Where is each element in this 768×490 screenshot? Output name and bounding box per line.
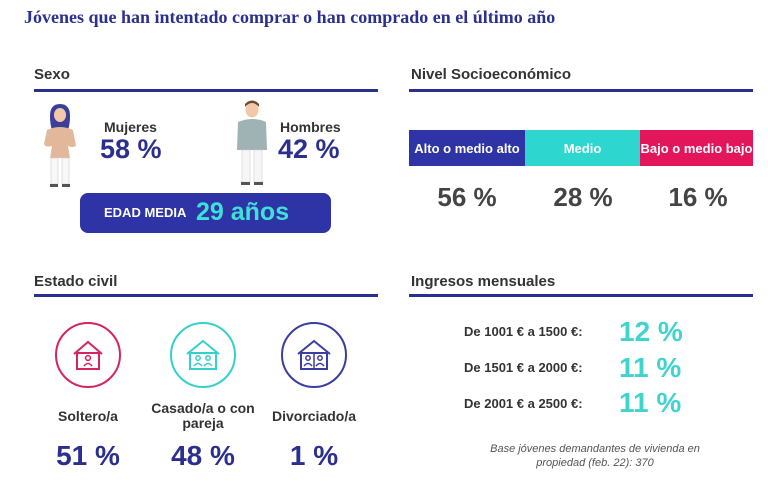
- section-divider: [409, 89, 753, 92]
- ingresos-row-value: 12 %: [619, 316, 683, 347]
- nse-value-bajo: 16 %: [668, 182, 728, 212]
- soltero-circle: [55, 322, 121, 388]
- casado-label: Casado/a o con pareja: [151, 400, 255, 431]
- soltero-value: 51 %: [56, 440, 120, 471]
- nse-segment-alto: Alto o medio alto: [409, 130, 525, 166]
- main-title: Jóvenes que han intentado comprar o han …: [24, 7, 556, 27]
- house-divorced-icon: [297, 339, 331, 370]
- edad-media-label: EDAD MEDIA: [104, 205, 187, 220]
- edad-media-box: [80, 193, 331, 233]
- edad-media-value: 29 años: [196, 198, 290, 226]
- casado-value: 48 %: [171, 440, 235, 471]
- section-title-sexo: Sexo: [34, 66, 70, 83]
- section-title-nivel: Nivel Socioeconómico: [411, 66, 572, 83]
- man-figure-icon: [237, 100, 267, 185]
- section-divider: [34, 89, 378, 92]
- ingresos-row-value: 11 %: [619, 387, 682, 418]
- soltero-label: Soltero/a: [58, 408, 118, 424]
- mujeres-value: 58 %: [100, 134, 162, 164]
- nse-value-medio: 28 %: [553, 182, 613, 212]
- base-note: Base jóvenes demandantes de vivienda en …: [490, 443, 700, 469]
- nse-segment-medio: Medio: [525, 130, 640, 166]
- section-title-ingresos: Ingresos mensuales: [411, 273, 556, 290]
- divorciado-value: 1 %: [289, 440, 339, 471]
- casado-circle: [170, 322, 236, 388]
- divorciado-label: Divorciado/a: [271, 408, 357, 424]
- ingresos-row-label: De 1001 € a 1500 €:: [464, 324, 583, 339]
- hombres-label: Hombres: [280, 119, 341, 135]
- section-divider: [34, 294, 378, 297]
- ingresos-row-value: 11 %: [619, 352, 682, 383]
- nse-segment-bajo: Bajo o medio bajo: [640, 130, 753, 166]
- woman-figure-icon: [44, 104, 76, 187]
- nse-value-alto: 56 %: [437, 182, 497, 212]
- house-single-icon: [73, 340, 103, 370]
- house-couple-icon: [186, 339, 220, 370]
- ingresos-row-label: De 1501 € a 2000 €:: [464, 360, 583, 375]
- divorciado-circle: [281, 322, 347, 388]
- ingresos-row-label: De 2001 € a 2500 €:: [464, 396, 583, 411]
- section-title-estado-civil: Estado civil: [34, 273, 118, 290]
- hombres-value: 42 %: [278, 134, 340, 164]
- section-divider: [409, 294, 753, 297]
- mujeres-label: Mujeres: [104, 119, 157, 135]
